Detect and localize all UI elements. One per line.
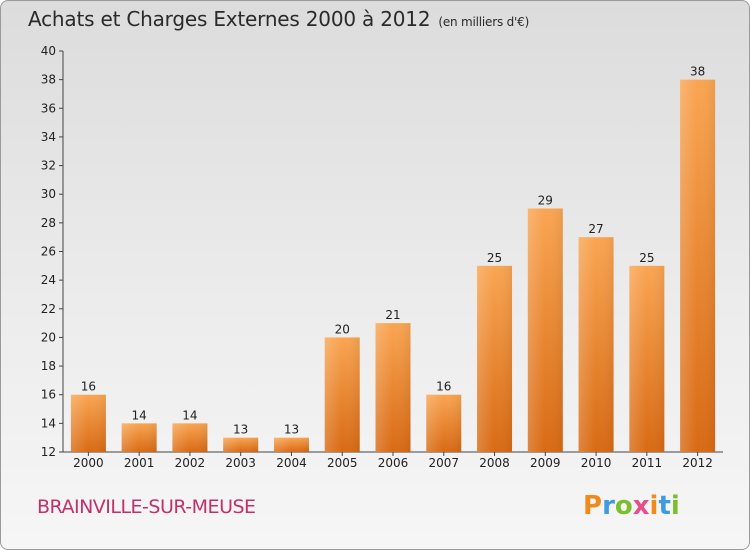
y-tick-label: 14 — [41, 416, 56, 430]
logo-letter: t — [658, 491, 671, 521]
x-tick-label: 2009 — [530, 456, 561, 470]
data-label: 13 — [284, 423, 299, 437]
y-tick-label: 28 — [41, 216, 56, 230]
data-label: 16 — [436, 380, 451, 394]
bar-shine — [273, 437, 309, 452]
bar-shine — [527, 208, 563, 452]
data-label: 21 — [385, 308, 400, 322]
place-name: BRAINVILLE-SUR-MEUSE — [37, 496, 256, 518]
y-tick-label: 26 — [41, 245, 56, 259]
x-tick-label: 2008 — [479, 456, 510, 470]
proxiti-logo: Proxiti — [583, 491, 680, 521]
bar-shine — [426, 394, 462, 452]
bar-shine — [70, 394, 106, 452]
logo-letter: P — [583, 491, 603, 521]
y-tick-label: 16 — [41, 388, 56, 402]
x-tick-label: 2006 — [378, 456, 409, 470]
y-tick-label: 30 — [41, 187, 56, 201]
x-tick-label: 2003 — [225, 456, 256, 470]
logo-letter: i — [649, 491, 659, 521]
data-label: 13 — [233, 423, 248, 437]
x-tick-label: 2001 — [124, 456, 155, 470]
y-tick-label: 12 — [41, 445, 56, 459]
data-label: 27 — [588, 222, 603, 236]
x-tick-label: 2005 — [327, 456, 358, 470]
y-tick-label: 22 — [41, 302, 56, 316]
logo-letter: x — [632, 491, 650, 521]
bar-shine — [375, 323, 411, 452]
bars — [70, 79, 716, 453]
y-tick-label: 20 — [41, 330, 56, 344]
bar-shine — [680, 79, 716, 453]
bar-shine — [578, 237, 614, 452]
y-tick-label: 34 — [41, 130, 56, 144]
labels: 12 14 16 18 20 22 24 26 28 30 32 34 36 38 40 2000 16 2001… — [41, 44, 713, 470]
data-label: 25 — [639, 251, 654, 265]
data-label: 20 — [335, 322, 350, 336]
bar-shine — [324, 337, 360, 452]
bar-shine — [477, 265, 513, 452]
data-label: 14 — [182, 408, 197, 422]
bar-shine — [121, 423, 157, 452]
x-tick-label: 2011 — [632, 456, 663, 470]
y-tick-label: 40 — [41, 44, 56, 58]
y-tick-label: 24 — [41, 273, 56, 287]
x-tick-label: 2004 — [276, 456, 307, 470]
x-tick-label: 2002 — [175, 456, 206, 470]
y-tick-label: 38 — [41, 73, 56, 87]
bar-shine — [223, 437, 259, 452]
x-tick-label: 2012 — [682, 456, 713, 470]
data-label: 14 — [132, 408, 147, 422]
x-tick-label: 2007 — [428, 456, 459, 470]
data-label: 25 — [487, 251, 502, 265]
logo-letter: i — [670, 491, 680, 521]
bar-shine — [172, 423, 208, 452]
x-tick-label: 2000 — [73, 456, 104, 470]
data-label: 29 — [538, 194, 553, 208]
bar-shine — [629, 265, 665, 452]
logo-letter: r — [602, 491, 615, 521]
y-tick-label: 36 — [41, 101, 56, 115]
x-tick-label: 2010 — [581, 456, 612, 470]
data-label: 16 — [81, 380, 96, 394]
y-tick-label: 18 — [41, 359, 56, 373]
y-tick-label: 32 — [41, 159, 56, 173]
chart-title: Achats et Charges Externes 2000 à 2012 (e… — [28, 7, 530, 31]
data-label: 38 — [690, 65, 705, 79]
logo-letter: o — [614, 491, 633, 521]
chart-subtitle: (en milliers d'€) — [438, 15, 530, 29]
